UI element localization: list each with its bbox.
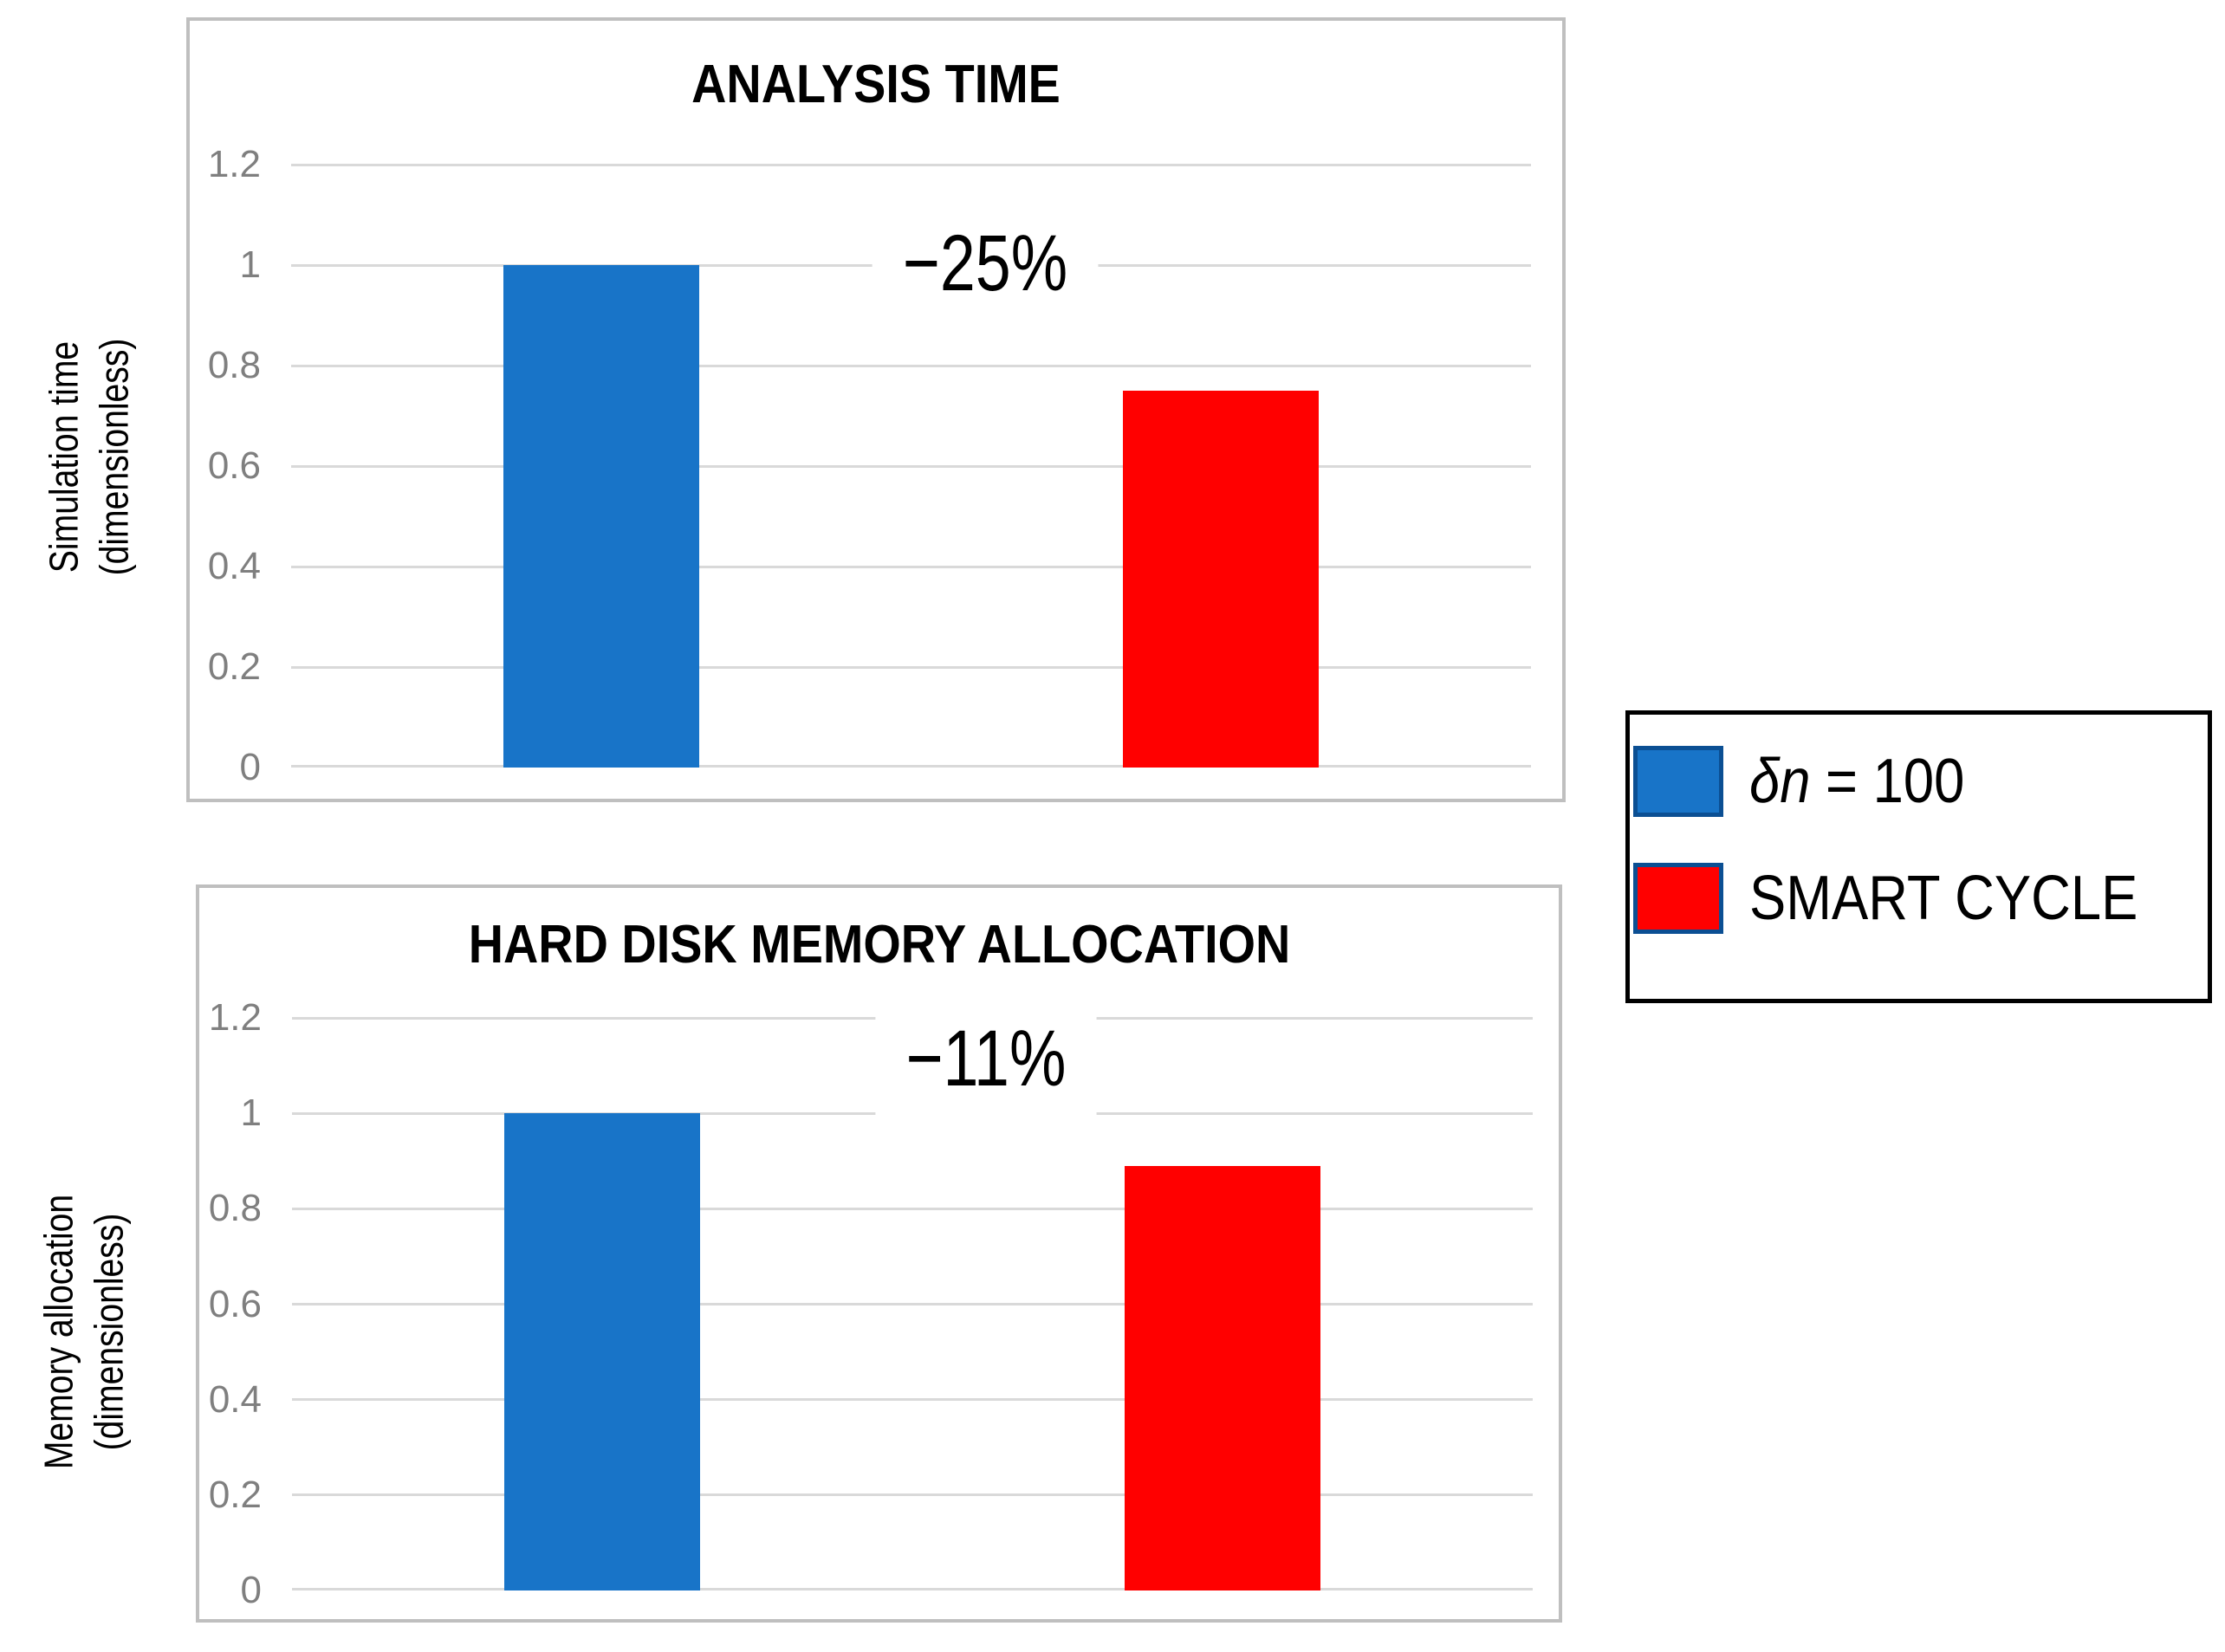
y-tick-label: 0 [239,746,261,788]
y-tick-label: 0.4 [208,1377,262,1421]
chart-title: ANALYSIS TIME [691,55,1061,114]
plot-area: −25% 1.2 1 0.8 0.6 0.4 0.2 0 [208,143,1531,788]
legend-label: SMART CYCLE [1749,864,2138,933]
gridline [291,665,1531,669]
gridline [292,1493,1533,1497]
bar-smart-cycle [1125,1165,1320,1590]
y-tick-label: 0.8 [207,344,261,386]
y-axis-title-line: (dimensionless) [86,1213,131,1451]
legend-item-dn-100: δn = 100 [1633,746,1994,817]
bar-n-100 [503,265,699,768]
plot-area: −11% 1.2 1 0.8 0.6 0.4 0.2 0 [209,996,1533,1611]
gridline [291,364,1531,367]
y-tick-label: 0.2 [208,1473,262,1516]
legend-label: δn = 100 [1749,747,1965,816]
gridline [292,1207,1533,1210]
gridline [291,765,1531,768]
gridline [291,464,1531,468]
gridline [292,1588,1533,1590]
y-tick-label: 1.2 [207,143,261,185]
y-tick-label: 1 [240,1092,262,1135]
gridline [292,1303,1533,1305]
y-axis-title-line: Simulation time [41,340,87,573]
legend-item-smart-cycle: SMART CYCLE [1633,863,2190,934]
legend-swatch-red [1633,863,1723,934]
y-axis-title-line: Memory allocation [36,1194,81,1470]
chart-title: HARD DISK MEMORY ALLOCATION [468,915,1290,975]
y-tick-label: 0.2 [207,645,261,688]
bar-smart-cycle [1123,391,1320,768]
percent-change-annotation: −25% [872,207,1099,321]
y-axis-title-memory-allocation: Memory allocation (dimensionless) [35,1074,134,1590]
y-tick-label: 1 [239,243,261,286]
y-tick-label: 0.8 [208,1187,262,1230]
y-tick-label: 0.6 [207,444,261,487]
gridline [291,163,1531,166]
y-axis-title-simulation-time: Simulation time (dimensionless) [40,199,139,715]
gridline [292,1398,1533,1402]
y-tick-label: 0.6 [208,1282,262,1325]
gridline [291,565,1531,568]
legend-swatch-blue [1633,746,1723,817]
y-tick-label: 1.2 [208,996,262,1039]
bar-n-100 [504,1113,700,1590]
percent-change-annotation: −11% [875,1002,1097,1117]
y-tick-label: 0 [240,1569,262,1611]
y-tick-label: 0.4 [207,545,261,587]
legend: δn = 100 SMART CYCLE [1625,710,2212,1003]
hard-disk-memory-chart: HARD DISK MEMORY ALLOCATION −11% 1.2 1 0.8… [196,884,1562,1623]
analysis-time-chart: ANALYSIS TIME −25% 1.2 1 0.8 0.6 0.4 0.2 0 [186,17,1566,802]
y-axis-title-line: (dimensionless) [91,338,136,576]
